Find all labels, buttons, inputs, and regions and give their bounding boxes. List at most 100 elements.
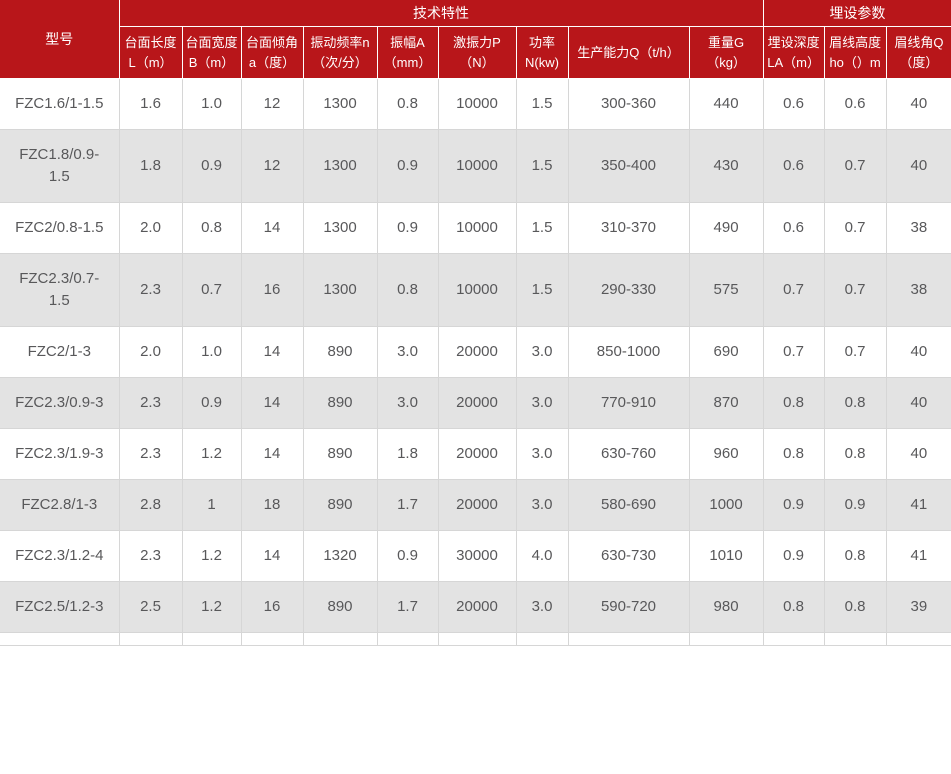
value-cell: 40 (885, 326, 951, 378)
value-cell: 2.3 (118, 377, 183, 429)
column-header-line1: 重量G (707, 34, 745, 50)
value-cell: 850-1000 (567, 326, 690, 378)
column-header-line1: 激振力P (453, 34, 501, 50)
table-row: FZC2/0.8-1.5 2.0 0.8 14 1300 0.9 10000 1.5 310-3… (0, 202, 951, 254)
value-cell: 0.7 (823, 253, 887, 327)
value-cell: 2.8 (118, 479, 183, 531)
value-cell: 0.8 (762, 581, 825, 633)
value-cell: 690 (688, 326, 764, 378)
value-cell: 12 (240, 129, 304, 203)
value-cell: 20000 (437, 479, 517, 531)
value-cell: 430 (688, 129, 764, 203)
sub-header-row: 台面长度 L（m） 台面宽度 B（m） 台面倾角 a（度） 振动频率n （次/分） 振幅A （mm… (0, 26, 951, 79)
value-cell: 3.0 (515, 377, 569, 429)
table-row: FZC2.3/1.9-3 2.3 1.2 14 890 1.8 20000 3.0 630-76… (0, 428, 951, 480)
table-row: FZC2.3/1.2-4 2.3 1.2 14 1320 0.9 30000 4.0 630-7… (0, 530, 951, 582)
group-header-burial-parameters: 埋设参数 (762, 0, 951, 27)
value-cell: 590-720 (567, 581, 690, 633)
value-cell: 3.0 (515, 581, 569, 633)
column-header: 生产能力Q（t/h） (567, 26, 690, 79)
value-cell: 0.8 (762, 377, 825, 429)
column-header-line2: （kg） (706, 54, 746, 70)
value-cell: 1010 (688, 530, 764, 582)
value-cell: 770-910 (567, 377, 690, 429)
value-cell (376, 632, 439, 646)
value-cell: 41 (885, 479, 951, 531)
value-cell (885, 632, 951, 646)
model-column-header: 型号 (0, 0, 120, 79)
value-cell: 1320 (302, 530, 378, 582)
value-cell: 575 (688, 253, 764, 327)
value-cell: 0.7 (823, 202, 887, 254)
value-cell: 1300 (302, 253, 378, 327)
column-header-line1: 台面长度 (124, 34, 177, 50)
value-cell: 1.2 (181, 428, 242, 480)
value-cell: 0.6 (823, 78, 887, 130)
value-cell: 0.8 (823, 377, 887, 429)
value-cell: 2.5 (118, 581, 183, 633)
column-header-line1: 功率 (528, 34, 555, 50)
value-cell: 0.7 (181, 253, 242, 327)
value-cell: 18 (240, 479, 304, 531)
column-header: 激振力P （N） (437, 26, 517, 79)
group-header-row: 型号 技术特性 埋设参数 (0, 0, 951, 79)
value-cell: 1.0 (181, 78, 242, 130)
value-cell: 0.9 (762, 530, 825, 582)
table-row: FZC1.8/0.9-1.5 1.8 0.9 12 1300 0.9 10000 1.5 350… (0, 129, 951, 203)
value-cell (0, 632, 120, 646)
column-header-line2: L（m） (128, 54, 173, 70)
value-cell: 40 (885, 377, 951, 429)
value-cell: 4.0 (515, 530, 569, 582)
value-cell: 890 (302, 326, 378, 378)
value-cell (302, 632, 378, 646)
value-cell: 14 (240, 326, 304, 378)
column-header: 重量G （kg） (688, 26, 764, 79)
value-cell: 0.6 (762, 129, 825, 203)
value-cell: 0.6 (762, 78, 825, 130)
value-cell: 10000 (437, 202, 517, 254)
value-cell: 3.0 (376, 326, 439, 378)
value-cell: 0.9 (181, 129, 242, 203)
group-header-technical-characteristics: 技术特性 (118, 0, 764, 27)
value-cell: 38 (885, 202, 951, 254)
value-cell: 1.5 (515, 253, 569, 327)
value-cell: 0.8 (823, 581, 887, 633)
value-cell: 0.7 (762, 326, 825, 378)
value-cell: 0.6 (762, 202, 825, 254)
value-cell: 1.8 (376, 428, 439, 480)
value-cell: 2.0 (118, 326, 183, 378)
value-cell: 40 (885, 129, 951, 203)
value-cell: 1.7 (376, 581, 439, 633)
column-header-line1: 台面倾角 (245, 34, 298, 50)
value-cell: 0.9 (823, 479, 887, 531)
value-cell: 1.5 (515, 202, 569, 254)
column-header-line2: （N） (459, 54, 495, 70)
value-cell: 1 (181, 479, 242, 531)
table-row: FZC2.5/1.2-3 2.5 1.2 16 890 1.7 20000 3.0 590-72… (0, 581, 951, 633)
model-cell: FZC2.3/0.9-3 (0, 377, 120, 429)
value-cell: 14 (240, 377, 304, 429)
column-header-line1: 眉线角Q (894, 34, 944, 50)
value-cell: 1.2 (181, 581, 242, 633)
value-cell: 1.5 (515, 78, 569, 130)
column-header-line2: a（度） (248, 54, 296, 70)
column-header-line1: 振动频率n (310, 34, 370, 50)
value-cell: 2.0 (118, 202, 183, 254)
value-cell: 0.9 (376, 530, 439, 582)
value-cell: 890 (302, 377, 378, 429)
value-cell: 890 (302, 479, 378, 531)
table-row: FZC2.3/0.9-3 2.3 0.9 14 890 3.0 20000 3.0 770-91… (0, 377, 951, 429)
table-row: FZC2/1-3 2.0 1.0 14 890 3.0 20000 3.0 850-1000 69… (0, 326, 951, 378)
value-cell: 980 (688, 581, 764, 633)
value-cell: 20000 (437, 326, 517, 378)
value-cell (688, 632, 764, 646)
value-cell: 630-730 (567, 530, 690, 582)
value-cell: 870 (688, 377, 764, 429)
table-row: FZC1.6/1-1.5 1.6 1.0 12 1300 0.8 10000 1.5 300-3… (0, 78, 951, 130)
value-cell: 0.7 (762, 253, 825, 327)
table-row: FZC2.8/1-3 2.8 1 18 890 1.7 20000 3.0 580-690 100… (0, 479, 951, 531)
value-cell: 300-360 (567, 78, 690, 130)
value-cell: 1.8 (118, 129, 183, 203)
value-cell: 16 (240, 581, 304, 633)
